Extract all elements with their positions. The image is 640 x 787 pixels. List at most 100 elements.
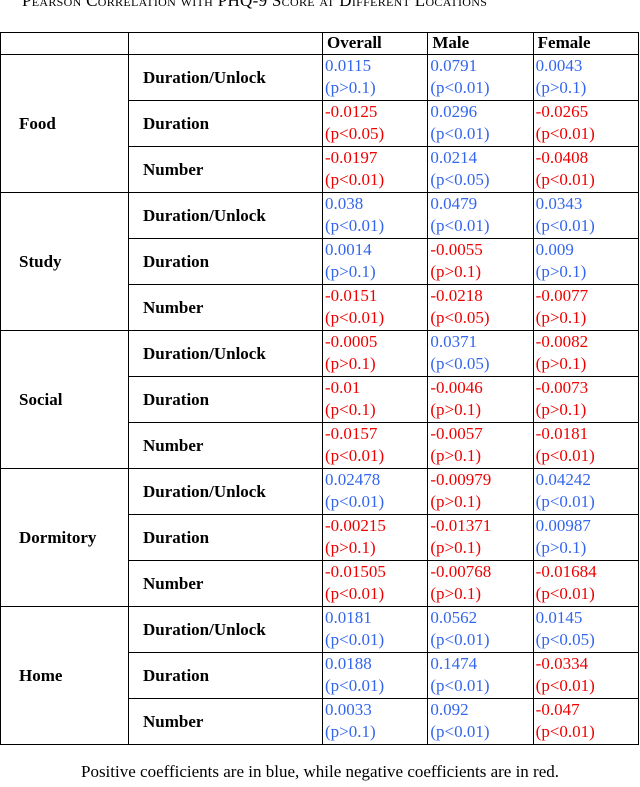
value-cell: 0.0479 (p<0.01)	[427, 192, 534, 239]
coefficient: -0.01371	[430, 516, 492, 535]
value-cell: 0.0014 (p>0.1)	[321, 238, 429, 285]
value-cell: -0.01371 (p>0.1)	[427, 514, 534, 561]
coefficient: 0.0214	[430, 148, 478, 167]
value-cell: -0.0073 (p>0.1)	[532, 376, 640, 423]
value-cell: -0.0082 (p>0.1)	[532, 330, 640, 377]
p-value: (p>0.1)	[430, 400, 481, 419]
value-cell: -0.0055 (p>0.1)	[427, 238, 534, 285]
column-header: Overall	[321, 32, 429, 55]
correlation-table: Overall Male Female Food Duration/Unlock 0.01…	[0, 32, 640, 745]
p-value: (p<0.01)	[535, 722, 595, 741]
value-cell: 0.0214 (p<0.05)	[427, 146, 534, 193]
table-row: Number 0.0033 (p>0.1) 0.092 (p<0.01) -0.047 (p…	[1, 698, 640, 745]
value-cell: 0.0145 (p<0.05)	[532, 606, 640, 653]
row-label: Number	[128, 146, 323, 193]
coefficient: -0.00768	[430, 562, 492, 581]
coefficient: -0.0055	[430, 240, 483, 259]
value-cell: 0.0181 (p<0.01)	[321, 606, 429, 653]
p-value: (p<0.01)	[325, 630, 385, 649]
row-label: Duration/Unlock	[128, 192, 323, 239]
p-value: (p<0.01)	[535, 446, 595, 465]
coefficient: -0.0408	[535, 148, 589, 167]
value-cell: -0.0408 (p<0.01)	[532, 146, 640, 193]
table-title: Pearson Correlation with PHQ-9 Score at …	[22, 0, 488, 10]
p-value: (p<0.01)	[430, 722, 490, 741]
p-value: (p<0.01)	[325, 492, 385, 511]
row-label: Duration/Unlock	[128, 330, 323, 377]
coefficient: 0.00987	[535, 516, 591, 535]
coefficient: 0.0043	[535, 56, 583, 75]
value-cell: -0.0125 (p<0.05)	[321, 100, 429, 147]
p-value: (p>0.1)	[430, 584, 481, 603]
p-value: (p<0.01)	[535, 676, 595, 695]
coefficient: 0.0188	[325, 654, 372, 673]
coefficient: -0.0197	[325, 148, 378, 167]
value-cell: -0.01505 (p<0.01)	[321, 560, 429, 607]
coefficient: 0.0479	[430, 194, 478, 213]
table-row: Social Duration/Unlock -0.0005 (p>0.1) 0.037…	[0, 330, 640, 469]
p-value: (p<0.05)	[430, 354, 490, 373]
p-value: (p>0.1)	[430, 492, 481, 511]
coefficient: -0.00215	[325, 516, 386, 535]
value-cell: 0.0296 (p<0.01)	[427, 100, 534, 147]
coefficient: -0.047	[535, 700, 580, 719]
table-row: Duration -0.0125 (p<0.05) 0.0296 (p<0.01) -0.…	[1, 100, 640, 147]
table-row: Number -0.01505 (p<0.01) -0.00768 (p>0.1) -0.…	[1, 560, 640, 607]
p-value: (p>0.1)	[325, 354, 376, 373]
coefficient: -0.0181	[535, 424, 589, 443]
coefficient: -0.0151	[325, 286, 378, 305]
table-body: Overall Male Female Food Duration/Unlock 0.01…	[0, 32, 640, 745]
p-value: (p<0.05)	[430, 308, 490, 327]
group-label: Social	[0, 330, 129, 469]
coefficient: 0.0343	[535, 194, 583, 213]
coefficient: 0.0115	[325, 56, 372, 75]
value-cell: -0.00215 (p>0.1)	[321, 514, 429, 561]
coefficient: -0.0005	[325, 332, 378, 351]
table-row: Duration 0.0014 (p>0.1) -0.0055 (p>0.1) 0.009…	[1, 238, 640, 285]
value-cell: -0.0334 (p<0.01)	[532, 652, 640, 699]
column-header: Female	[532, 32, 640, 55]
p-value: (p>0.1)	[535, 354, 587, 373]
p-value: (p>0.1)	[430, 262, 481, 281]
header-cell	[0, 32, 129, 55]
row-label: Duration	[128, 238, 323, 285]
p-value: (p<0.01)	[535, 584, 595, 603]
p-value: (p>0.1)	[430, 446, 481, 465]
table-row: Number -0.0151 (p<0.01) -0.0218 (p<0.05) -0.0…	[1, 284, 640, 331]
p-value: (p<0.01)	[325, 584, 385, 603]
value-cell: -0.0157 (p<0.01)	[321, 422, 429, 469]
coefficient: -0.0077	[535, 286, 589, 305]
value-cell: 0.0033 (p>0.1)	[321, 698, 429, 745]
coefficient: 0.009	[535, 240, 574, 259]
value-cell: 0.0791 (p<0.01)	[427, 54, 534, 101]
value-cell: -0.0197 (p<0.01)	[321, 146, 429, 193]
p-value: (p>0.1)	[535, 400, 587, 419]
p-value: (p<0.01)	[430, 676, 490, 695]
group-label: Home	[0, 606, 129, 745]
table-row: Food Duration/Unlock 0.0115 (p>0.1) 0.0791 (p…	[0, 54, 640, 193]
table-row: Study Duration/Unlock 0.038 (p<0.01) 0.0479 (…	[0, 192, 640, 331]
value-cell: 0.04242 (p<0.01)	[532, 468, 640, 515]
p-value: (p<0.01)	[535, 492, 595, 511]
row-label: Duration	[128, 100, 323, 147]
p-value: (p<0.05)	[325, 124, 385, 143]
value-cell: 0.02478 (p<0.01)	[321, 468, 429, 515]
coefficient: -0.0218	[430, 286, 483, 305]
p-value: (p>0.1)	[535, 308, 587, 327]
group-label: Dormitory	[0, 468, 129, 607]
value-cell: -0.01 (p<0.1)	[321, 376, 429, 423]
value-cell: 0.0043 (p>0.1)	[532, 54, 640, 101]
group-label: Study	[0, 192, 129, 331]
row-label: Number	[128, 284, 323, 331]
value-cell: -0.0265 (p<0.01)	[532, 100, 640, 147]
value-cell: 0.00987 (p>0.1)	[532, 514, 640, 561]
value-cell: 0.0343 (p<0.01)	[532, 192, 640, 239]
p-value: (p>0.1)	[535, 538, 587, 557]
row-label: Duration	[128, 376, 323, 423]
table-row: Duration 0.0188 (p<0.01) 0.1474 (p<0.01) -0.0…	[1, 652, 640, 699]
p-value: (p<0.01)	[430, 216, 490, 235]
value-cell: -0.0218 (p<0.05)	[427, 284, 534, 331]
coefficient: 0.0145	[535, 608, 583, 627]
coefficient: 0.0371	[430, 332, 478, 351]
